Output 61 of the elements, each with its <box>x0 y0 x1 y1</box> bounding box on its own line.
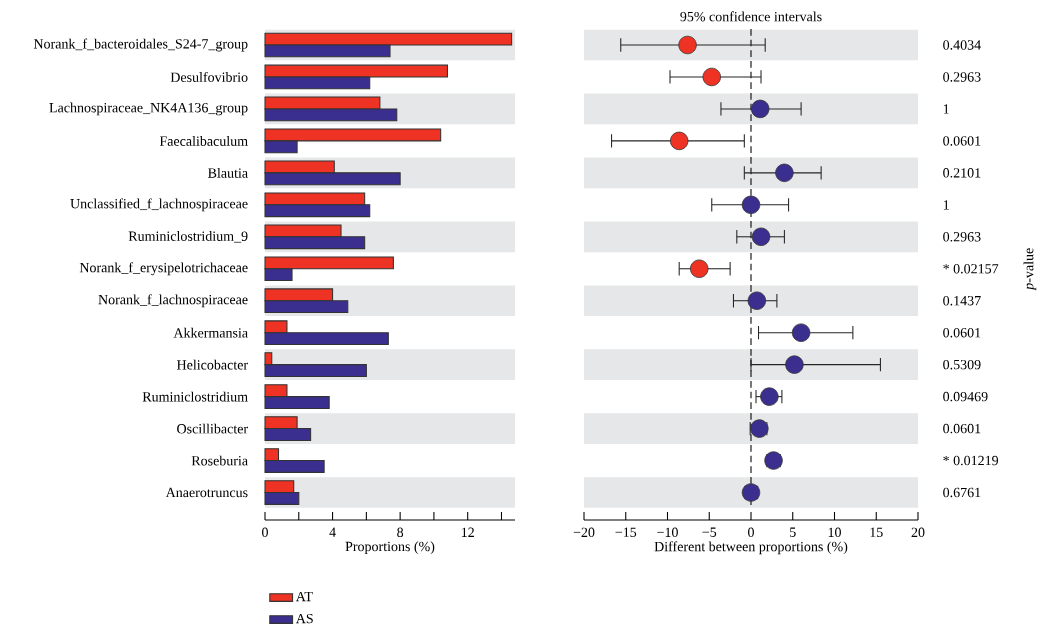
legend-label: AT <box>295 591 313 602</box>
text: 1 <box>943 200 949 210</box>
x-tick-label: 4 <box>329 527 336 537</box>
point <box>669 131 689 151</box>
point <box>751 227 771 246</box>
point <box>760 387 779 406</box>
y-tick-label: Helicobacter <box>176 359 248 370</box>
point <box>785 355 804 374</box>
point <box>678 35 697 55</box>
y-tick-label: Lachnospiraceae_NK4A136_group <box>49 102 248 116</box>
chart-title: 95% confidence intervals <box>680 11 822 22</box>
x-tick-label: −5 <box>702 527 717 537</box>
y-tick-label: Norank_f_bacteroidales_S24-7_group <box>33 38 248 52</box>
text: 0.4034 <box>943 40 981 50</box>
text: 0.5309 <box>943 359 981 370</box>
y-tick-label: Ruminiclostridium_9 <box>128 231 248 243</box>
y-tick-label: Ruminiclostridium <box>142 391 248 402</box>
x-tick-label: −10 <box>657 527 678 538</box>
x-tick-label: 5 <box>790 527 796 537</box>
y-tick-label: Unclassified_f_lachnospiraceae <box>70 198 248 212</box>
text: 0.1437 <box>943 295 981 306</box>
point <box>775 163 794 183</box>
point <box>747 291 767 310</box>
y-tick-label: Desulfovibrio <box>170 71 248 82</box>
text: 0.0601 <box>943 327 981 338</box>
legend-label: AS <box>295 613 313 624</box>
text: 0.2963 <box>943 232 981 242</box>
text: * 0.02157 <box>943 264 999 274</box>
point <box>791 323 811 342</box>
y-tick-label: Anaerotruncus <box>165 487 248 498</box>
y-tick-label: Norank_f_lachnospiraceae <box>98 294 248 308</box>
y2-axis-title: p-value <box>1023 248 1037 291</box>
point <box>741 195 761 215</box>
y-tick-label: Blautia <box>208 167 248 178</box>
point <box>690 259 709 278</box>
text: 0.09469 <box>943 391 988 402</box>
x-tick-label: 15 <box>870 527 883 537</box>
x-tick-label: 0 <box>262 527 268 538</box>
x-axis-title: Proportions (%) <box>345 541 435 554</box>
text: 1 <box>943 104 949 114</box>
y-tick-label: Norank_f_erysipelotrichaceae <box>79 262 248 276</box>
x-tick-label: 20 <box>911 527 925 538</box>
y-tick-label: Faecalibaculum <box>159 135 248 146</box>
text: 0.2101 <box>943 168 981 178</box>
x-tick-label: 8 <box>397 527 404 538</box>
text: 0.0601 <box>943 136 981 146</box>
y-tick-label: Roseburia <box>191 455 248 466</box>
point <box>702 67 721 87</box>
x-tick-label: 0 <box>748 527 754 538</box>
text: * 0.01219 <box>943 455 999 466</box>
y-tick-label: Akkermansia <box>173 327 248 338</box>
text: 0.6761 <box>943 487 981 498</box>
x-tick-label: −15 <box>615 527 637 537</box>
text: 0.0601 <box>943 423 981 434</box>
x-tick-label: 12 <box>461 527 474 537</box>
text: 0.2963 <box>943 72 981 82</box>
x-tick-label: 10 <box>828 527 841 538</box>
point <box>750 99 770 119</box>
x-axis-title: Different between proportions (%) <box>654 541 848 555</box>
x-tick-label: −20 <box>573 527 595 538</box>
y-tick-label: Oscillibacter <box>177 423 248 434</box>
